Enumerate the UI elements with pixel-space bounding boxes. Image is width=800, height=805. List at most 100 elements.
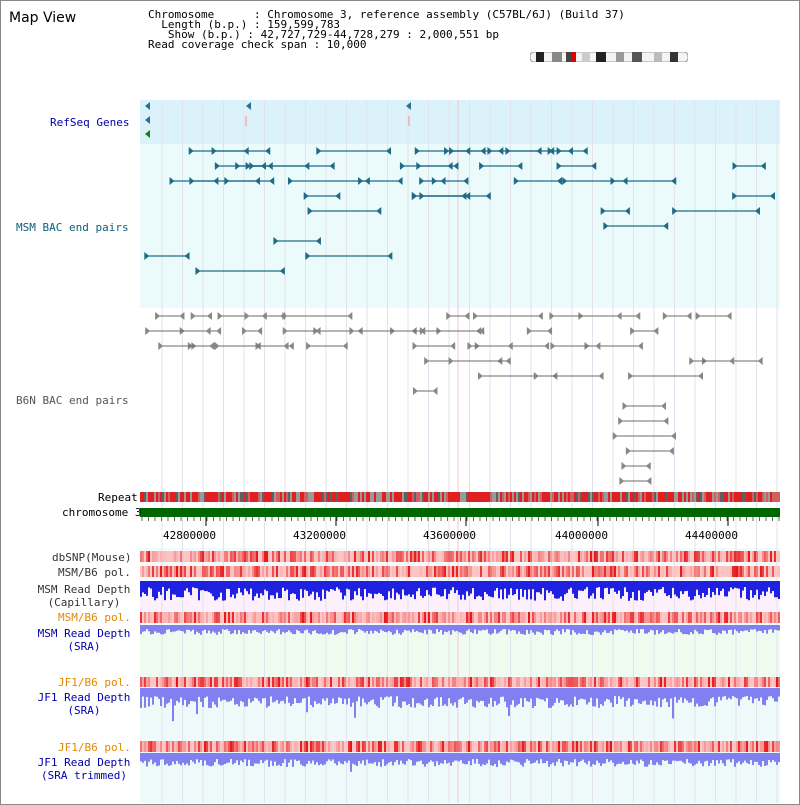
- msm-b6-pol-heat: [740, 566, 742, 577]
- repeat-segment: [496, 492, 498, 502]
- msm-capillary-depth: [614, 581, 616, 592]
- dbsnp-heat: [236, 551, 238, 562]
- msm-b6-pol-2-heat: [256, 612, 258, 623]
- b6n-bac-end: [446, 312, 452, 320]
- msm-b6-pol-2-heat: [636, 612, 638, 623]
- msm-capillary-depth: [544, 581, 546, 601]
- repeat-segment: [594, 492, 596, 502]
- msm-b6-pol-2-heat: [300, 612, 302, 623]
- msm-b6-pol-2-heat: [224, 612, 226, 623]
- msm-bac-label[interactable]: MSM BAC end pairs: [16, 221, 129, 234]
- msm-capillary-depth: [624, 581, 626, 588]
- repeat-segment: [300, 492, 302, 502]
- msm-b6-pol-heat: [412, 566, 414, 577]
- jf1-b6-pol-heat: [622, 677, 624, 687]
- jf1-b6-pol-heat: [360, 677, 362, 687]
- jf1-trimmed-depth: [654, 753, 656, 765]
- repeat-segment: [198, 492, 200, 502]
- repeat-segment: [186, 492, 188, 502]
- jf1-b6-pol-heat: [374, 677, 376, 687]
- msm-capillary-depth: [446, 581, 448, 600]
- msm-sra-depth: [224, 625, 226, 630]
- msm-capillary-depth: [184, 581, 186, 591]
- msm-capillary-depth: [190, 581, 192, 596]
- dbsnp-heat: [716, 551, 718, 562]
- msm-capillary-depth: [704, 581, 706, 597]
- msm-sra-depth: [210, 625, 212, 634]
- jf1-b6-pol-2-heat: [246, 741, 248, 752]
- repeat-segment: [666, 492, 668, 502]
- jf1-b6-pol-2-heat: [664, 741, 666, 752]
- b6n-bac-label[interactable]: B6N BAC end pairs: [16, 394, 129, 407]
- jf1-sra-depth: [402, 688, 404, 702]
- msm-b6-pol-heat: [292, 566, 294, 577]
- msm-b6-pol-2-heat: [412, 612, 414, 623]
- msm-b6-pol-heat: [554, 566, 556, 577]
- msm-b6-pol-heat: [426, 566, 428, 577]
- jf1-b6-pol-2-heat: [436, 741, 438, 752]
- msm-b6-pol-2-heat: [272, 612, 274, 623]
- msm-sra-depth: [336, 625, 338, 635]
- msm-b6-pol-2-heat: [554, 612, 556, 623]
- msm-capillary-depth: [702, 581, 704, 593]
- jf1-b6-pol-heat: [422, 677, 424, 687]
- jf1-b6-pol-2-heat: [378, 741, 380, 752]
- msm-sra-depth: [410, 625, 412, 633]
- msm-sra-depth: [776, 625, 778, 631]
- repeat-segment: [218, 492, 220, 502]
- msm-b6-pol-heat: [278, 566, 280, 577]
- jf1-b6-pol-2-heat: [472, 741, 474, 752]
- msm-bac-end: [556, 177, 562, 185]
- refseq-genes-label[interactable]: RefSeq Genes: [50, 116, 130, 129]
- jf1-sra-depth: [716, 688, 718, 703]
- msm-sra-depth: [710, 625, 712, 630]
- b6n-bac-end: [544, 342, 550, 350]
- msm-b6-pol-2-heat: [238, 612, 240, 623]
- repeat-segment: [598, 492, 600, 502]
- repeat-segment: [590, 492, 592, 502]
- jf1-b6-pol-heat: [732, 677, 734, 687]
- msm-sra-depth: [696, 625, 698, 632]
- msm-capillary-depth: [678, 581, 680, 599]
- dbsnp-heat: [622, 551, 624, 562]
- repeat-segment: [436, 492, 438, 502]
- jf1-sra-depth: [582, 688, 584, 700]
- jf1-sra-depth: [564, 688, 566, 706]
- msm-b6-pol-heat: [466, 566, 468, 577]
- dbsnp-heat: [192, 551, 194, 562]
- chromosome-ideogram[interactable]: [530, 52, 688, 62]
- msm-sra-depth: [340, 625, 342, 633]
- jf1-sra-depth: [546, 688, 548, 698]
- b6n-bac-end: [547, 327, 553, 335]
- jf1-sra-depth: [638, 688, 640, 704]
- msm-capillary-depth: [348, 581, 350, 590]
- jf1-b6-pol-heat: [172, 677, 174, 687]
- msm-b6-pol-2-heat: [340, 612, 342, 623]
- msm-b6-pol-2-heat: [590, 612, 592, 623]
- dbsnp-heat: [266, 551, 268, 562]
- msm-sra-depth: [746, 625, 748, 631]
- repeat-segment: [180, 492, 182, 502]
- jf1-sra-depth: [580, 688, 582, 699]
- msm-capillary-depth: [770, 581, 772, 594]
- msm-b6-pol-2-heat: [454, 612, 456, 623]
- repeat-segment: [318, 492, 320, 502]
- jf1-sra-depth: [470, 688, 472, 700]
- msm-capillary-depth: [350, 581, 352, 601]
- msm-sra-depth: [464, 625, 466, 635]
- jf1-b6-pol-heat: [392, 677, 394, 687]
- msm-b6-pol-heat: [396, 566, 398, 577]
- repeat-segment: [154, 492, 156, 502]
- msm-b6-pol-heat: [520, 566, 522, 577]
- jf1-sra-depth: [444, 688, 446, 705]
- msm-b6-pol-2-heat: [210, 612, 212, 623]
- repeat-segment: [444, 492, 446, 502]
- msm-capillary-depth: [576, 581, 578, 599]
- jf1-trimmed-depth: [270, 753, 272, 761]
- jf1-sra-depth: [662, 688, 664, 700]
- jf1-b6-pol-heat: [504, 677, 506, 687]
- repeat-segment: [698, 492, 700, 502]
- jf1-trimmed-depth: [274, 753, 276, 762]
- msm-capillary-depth: [748, 581, 750, 601]
